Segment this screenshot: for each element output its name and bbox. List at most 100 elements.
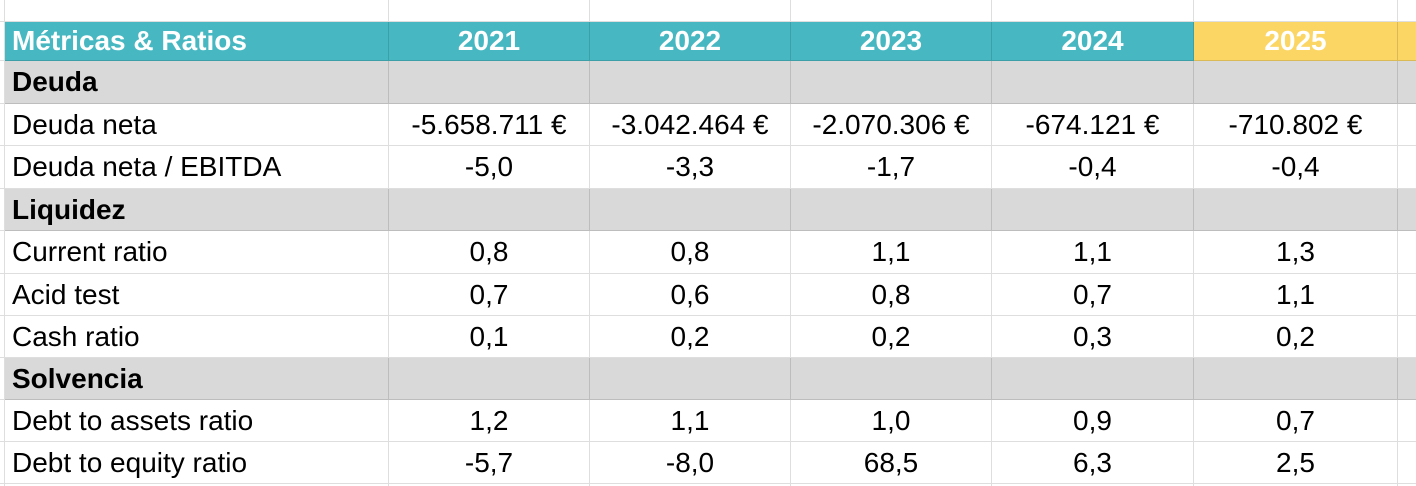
clipped-cell (1398, 189, 1416, 231)
section-header-cell[interactable]: Solvencia (5, 358, 389, 400)
section-empty-cell[interactable] (992, 358, 1194, 400)
value-cell[interactable]: 1,1 (1194, 274, 1398, 316)
value-cell[interactable]: 6,3 (992, 442, 1194, 484)
year-header-cell[interactable]: 2025 (1194, 22, 1398, 61)
clipped-cell (389, 0, 590, 22)
clipped-cell (1398, 104, 1416, 146)
value-cell[interactable]: -1,7 (791, 146, 992, 189)
value-cell[interactable]: 1,3 (1194, 231, 1398, 274)
value-cell[interactable]: 0,6 (590, 274, 791, 316)
clipped-cell (5, 484, 389, 486)
clipped-cell (0, 400, 5, 442)
clipped-cell (1398, 22, 1416, 61)
clipped-cell (1194, 0, 1398, 22)
section-empty-cell[interactable] (992, 61, 1194, 104)
section-empty-cell[interactable] (791, 189, 992, 231)
clipped-cell (0, 316, 5, 358)
row-label-cell[interactable]: Debt to assets ratio (5, 400, 389, 442)
value-cell[interactable]: 1,1 (590, 400, 791, 442)
section-empty-cell[interactable] (590, 189, 791, 231)
year-header-cell[interactable]: 2023 (791, 22, 992, 61)
value-cell[interactable]: 0,3 (992, 316, 1194, 358)
section-header-cell[interactable]: Deuda (5, 61, 389, 104)
metrics-ratios-header-cell[interactable]: Métricas & Ratios (5, 22, 389, 61)
clipped-cell (389, 484, 590, 486)
value-cell[interactable]: 0,8 (791, 274, 992, 316)
value-cell[interactable]: 0,2 (791, 316, 992, 358)
clipped-cell (0, 231, 5, 274)
clipped-cell (1398, 231, 1416, 274)
year-header-cell[interactable]: 2024 (992, 22, 1194, 61)
value-cell[interactable]: 0,1 (389, 316, 590, 358)
clipped-cell (0, 442, 5, 484)
value-cell[interactable]: -5,7 (389, 442, 590, 484)
value-cell[interactable]: 0,8 (590, 231, 791, 274)
clipped-cell (1398, 0, 1416, 22)
section-empty-cell[interactable] (791, 61, 992, 104)
clipped-cell (0, 274, 5, 316)
section-empty-cell[interactable] (590, 61, 791, 104)
clipped-cell (1398, 274, 1416, 316)
value-cell[interactable]: -674.121 € (992, 104, 1194, 146)
section-empty-cell[interactable] (791, 358, 992, 400)
clipped-cell (1398, 400, 1416, 442)
clipped-cell (992, 0, 1194, 22)
clipped-cell (0, 61, 5, 104)
section-empty-cell[interactable] (389, 61, 590, 104)
value-cell[interactable]: 1,1 (992, 231, 1194, 274)
clipped-cell (1194, 484, 1398, 486)
clipped-cell (1398, 316, 1416, 358)
value-cell[interactable]: 0,7 (1194, 400, 1398, 442)
row-label-cell[interactable]: Current ratio (5, 231, 389, 274)
value-cell[interactable]: 68,5 (791, 442, 992, 484)
value-cell[interactable]: 1,1 (791, 231, 992, 274)
value-cell[interactable]: 0,7 (389, 274, 590, 316)
row-label-cell[interactable]: Acid test (5, 274, 389, 316)
value-cell[interactable]: 1,2 (389, 400, 590, 442)
row-label-cell[interactable]: Deuda neta / EBITDA (5, 146, 389, 189)
year-header-cell[interactable]: 2021 (389, 22, 590, 61)
clipped-cell (590, 484, 791, 486)
row-label-cell[interactable]: Deuda neta (5, 104, 389, 146)
section-header-cell[interactable]: Liquidez (5, 189, 389, 231)
clipped-cell (1398, 358, 1416, 400)
row-label-cell[interactable]: Cash ratio (5, 316, 389, 358)
value-cell[interactable]: 0,7 (992, 274, 1194, 316)
clipped-cell (791, 484, 992, 486)
clipped-cell (0, 189, 5, 231)
clipped-cell (0, 22, 5, 61)
value-cell[interactable]: -3,3 (590, 146, 791, 189)
value-cell[interactable]: 0,2 (1194, 316, 1398, 358)
value-cell[interactable]: -0,4 (1194, 146, 1398, 189)
value-cell[interactable]: -710.802 € (1194, 104, 1398, 146)
clipped-cell (0, 104, 5, 146)
row-label-cell[interactable]: Debt to equity ratio (5, 442, 389, 484)
section-empty-cell[interactable] (389, 189, 590, 231)
clipped-cell (0, 358, 5, 400)
value-cell[interactable]: -5.658.711 € (389, 104, 590, 146)
section-empty-cell[interactable] (1194, 61, 1398, 104)
value-cell[interactable]: -5,0 (389, 146, 590, 189)
clipped-cell (590, 0, 791, 22)
value-cell[interactable]: 0,8 (389, 231, 590, 274)
clipped-cell (0, 484, 5, 486)
section-empty-cell[interactable] (389, 358, 590, 400)
value-cell[interactable]: 2,5 (1194, 442, 1398, 484)
value-cell[interactable]: -3.042.464 € (590, 104, 791, 146)
value-cell[interactable]: -8,0 (590, 442, 791, 484)
value-cell[interactable]: -2.070.306 € (791, 104, 992, 146)
value-cell[interactable]: 1,0 (791, 400, 992, 442)
section-empty-cell[interactable] (590, 358, 791, 400)
clipped-cell (1398, 442, 1416, 484)
clipped-cell (0, 146, 5, 189)
year-header-cell[interactable]: 2022 (590, 22, 791, 61)
value-cell[interactable]: -0,4 (992, 146, 1194, 189)
section-empty-cell[interactable] (1194, 189, 1398, 231)
clipped-cell (791, 0, 992, 22)
value-cell[interactable]: 0,2 (590, 316, 791, 358)
section-empty-cell[interactable] (1194, 358, 1398, 400)
value-cell[interactable]: 0,9 (992, 400, 1194, 442)
section-empty-cell[interactable] (992, 189, 1194, 231)
clipped-cell (992, 484, 1194, 486)
